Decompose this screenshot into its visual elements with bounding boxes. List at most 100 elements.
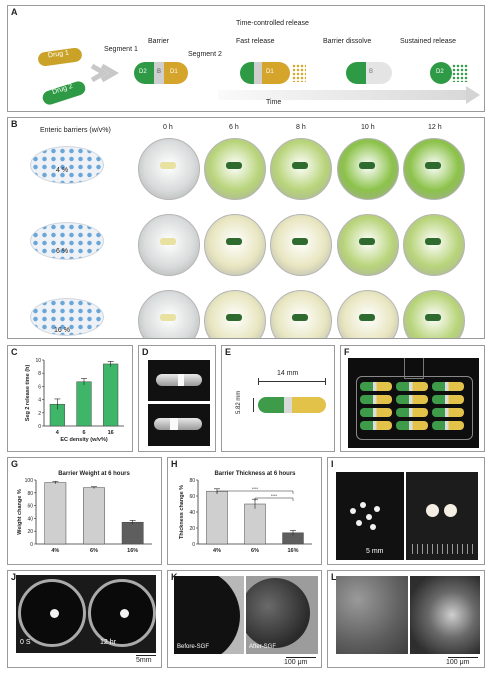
drug2-capsule xyxy=(40,79,88,107)
segment2-label: Segment 2 xyxy=(188,51,222,58)
tray-capsule xyxy=(360,421,392,430)
fast-d1: D1 xyxy=(266,69,274,75)
bar xyxy=(121,521,144,545)
sustained-dots xyxy=(452,64,468,82)
chart-title: Barrier Thickness at 6 hours xyxy=(214,471,296,477)
y-tick-label: 0 xyxy=(192,542,195,548)
bar xyxy=(83,487,105,545)
sem-after: After-SGF xyxy=(246,576,318,654)
panel-label: G xyxy=(11,459,19,469)
y-tick-label: 4 xyxy=(38,398,41,404)
chart-c: 0 2 4 6 8 10 4 6 16 Seg 2 release time (h) EC dens… xyxy=(25,358,124,443)
panel-j: J 0 S 12 hr 5mm xyxy=(7,570,162,668)
panel-c: C 0 2 4 6 8 10 4 6 16 Seg 2 release time (h) EC de… xyxy=(7,345,133,452)
label-12hr: 12 hr xyxy=(100,639,116,646)
y-tick-label: 60 xyxy=(27,504,33,510)
tray-capsule xyxy=(432,395,464,404)
petri-dish xyxy=(403,138,465,200)
tray-capsule xyxy=(432,421,464,430)
panel-label: J xyxy=(11,572,17,582)
y-tick-label: 40 xyxy=(189,510,195,516)
panel-label: I xyxy=(331,459,334,469)
bar xyxy=(44,482,67,545)
sustained-capsule xyxy=(430,62,452,84)
tray-capsule xyxy=(360,408,392,417)
tray-capsule xyxy=(396,382,428,391)
panel-b: B Enteric barriers (w/v%) 0 h 6 h 8 h 10… xyxy=(7,117,485,339)
ec-disc xyxy=(30,222,104,260)
y-tick-label: 0 xyxy=(38,424,41,430)
scale-label: 5mm xyxy=(136,657,152,664)
panel-l: L 100 μm xyxy=(327,570,485,668)
capsule-photo-bottom xyxy=(148,404,210,446)
row-label-4: 4 % xyxy=(56,167,69,174)
composite-capsule xyxy=(134,62,188,84)
capsule-in-dish xyxy=(160,162,176,169)
bar xyxy=(103,363,119,427)
y-tick-label: 2 xyxy=(38,411,41,417)
time-controlled-label: Time-controlled release xyxy=(236,20,309,27)
panel-label: C xyxy=(11,347,18,357)
y-tick-label: 8 xyxy=(38,371,41,377)
capsule-in-dish xyxy=(292,314,308,321)
capsule-side xyxy=(258,397,326,413)
panel-k: K Before-SGF After-SGF 100 μm xyxy=(167,570,322,668)
petri-dish xyxy=(337,138,399,200)
label-0s: 0 S xyxy=(20,639,31,646)
time-arrow xyxy=(218,90,468,100)
panel-i: I 5 mm xyxy=(327,457,485,565)
fast-release-label: Fast release xyxy=(236,38,275,45)
arrow-icon xyxy=(90,63,119,83)
petri-dish xyxy=(138,214,200,276)
panel-label: H xyxy=(171,459,178,469)
bar xyxy=(244,503,266,545)
sustained-d2: D2 xyxy=(436,69,444,75)
y-tick-label: 20 xyxy=(27,529,33,535)
panel-f: F xyxy=(340,345,485,452)
row-label-16: 16 % xyxy=(54,327,70,334)
tablets-photo-right xyxy=(406,472,478,560)
tray-capsule xyxy=(360,382,392,391)
x-tick-label: 6 xyxy=(82,430,85,436)
time-12h: 12 h xyxy=(428,124,442,131)
dissolve-b: B xyxy=(369,69,374,75)
scale-label: 100 μm xyxy=(446,659,470,666)
panel-label: B xyxy=(11,119,18,129)
petri-dish xyxy=(138,138,200,200)
y-axis-label: Thickness change % xyxy=(179,485,185,539)
cap-d1: D1 xyxy=(170,69,178,75)
petri-dish xyxy=(403,214,465,276)
width-dimension xyxy=(253,398,254,412)
after-label: After-SGF xyxy=(249,644,277,650)
capsule-in-dish xyxy=(359,162,375,169)
ec-disc xyxy=(30,146,104,184)
x-tick-label: 6% xyxy=(90,548,98,554)
barrier-dissolve-capsule xyxy=(346,62,392,84)
y-axis-label: Weight change % xyxy=(17,489,23,535)
panel-d: D xyxy=(138,345,216,452)
x-tick-label: 16% xyxy=(127,548,138,554)
capsule-in-dish xyxy=(359,314,375,321)
y-tick-label: 20 xyxy=(189,526,195,532)
sig-star-outer: **** xyxy=(252,486,259,491)
scale-bar xyxy=(448,657,478,658)
sig-bracket-inner xyxy=(254,497,294,501)
scale-label: 100 μm xyxy=(284,659,308,666)
chart-h: 0 20 40 60 80 4% 6% 16% Thickness change % Barrie… xyxy=(179,471,312,554)
time-0h: 0 h xyxy=(163,124,173,131)
y-tick-label: 80 xyxy=(27,491,33,497)
capsule-in-dish xyxy=(160,238,176,245)
capsule-in-dish xyxy=(292,162,308,169)
sig-bracket-outer xyxy=(216,490,294,494)
x-axis-label: EC density (w/v%) xyxy=(60,437,108,443)
x-tick-label: 4% xyxy=(213,548,221,554)
barrier-dissolve-label: Barrier dissolve xyxy=(323,38,372,45)
petri-dish xyxy=(270,138,332,200)
bar xyxy=(206,490,228,545)
sem-surface-left xyxy=(336,576,408,654)
cap-b: B xyxy=(157,69,162,75)
y-tick-label: 100 xyxy=(25,478,34,484)
sustained-release-label: Sustained release xyxy=(400,38,457,45)
fast-release-capsule xyxy=(240,62,290,84)
length-dimension xyxy=(258,381,326,382)
